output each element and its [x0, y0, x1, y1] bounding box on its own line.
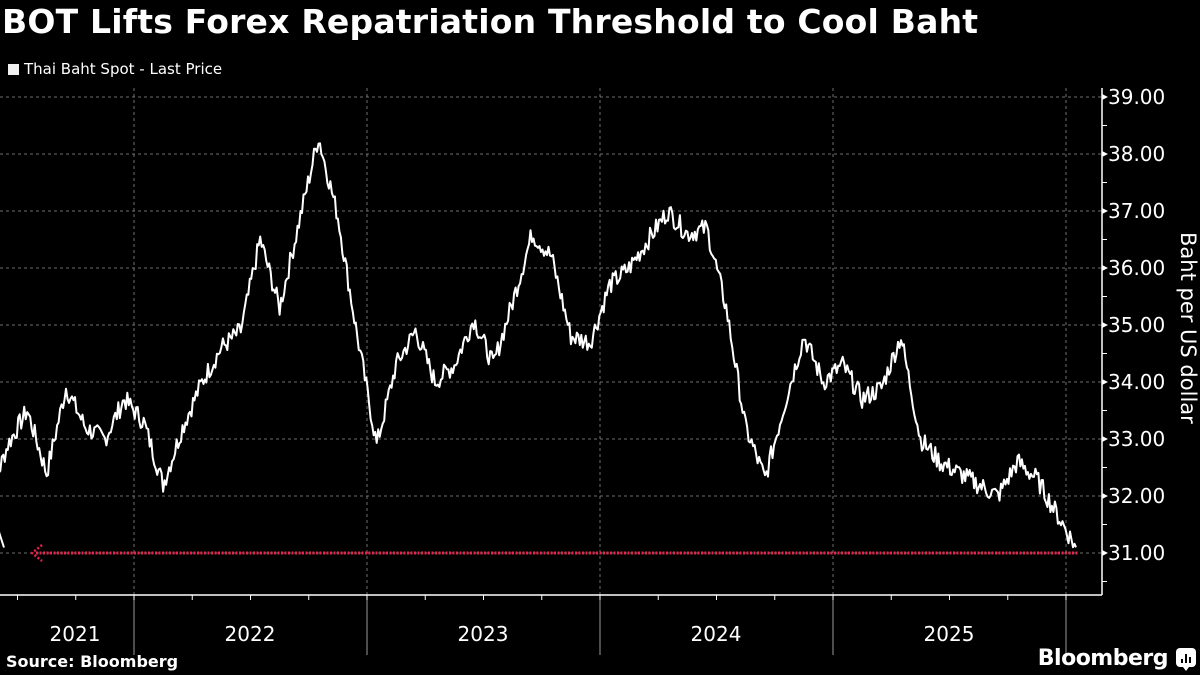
y-tick-label: 33.00 [1108, 427, 1166, 451]
x-tick-label: 2022 [224, 622, 276, 646]
y-tick-label: 31.00 [1108, 541, 1166, 565]
y-tick-label: 39.00 [1108, 85, 1166, 109]
gridlines [0, 88, 1102, 595]
x-tick-label: 2021 [49, 622, 101, 646]
x-tick-label: 2024 [690, 622, 742, 646]
legend-swatch-icon [8, 63, 19, 75]
source-note: Source: Bloomberg [6, 652, 179, 671]
bloomberg-logo: Bloomberg [1037, 646, 1169, 671]
y-tick-label: 38.00 [1108, 142, 1166, 166]
legend-label: Thai Baht Spot - Last Price [24, 60, 223, 78]
y-tick-label: 35.00 [1108, 313, 1166, 337]
legend: Thai Baht Spot - Last Price [8, 60, 222, 78]
y-axis-label: Baht per US dollar [1172, 232, 1200, 472]
x-tick-label: 2023 [457, 622, 509, 646]
axes [0, 88, 1108, 655]
y-tick-label: 34.00 [1108, 370, 1166, 394]
x-tick-label: 2025 [923, 622, 975, 646]
chart-title: BOT Lifts Forex Repatriation Threshold t… [2, 2, 979, 41]
bloomberg-chart-icon [1176, 648, 1196, 671]
y-tick-label: 32.00 [1108, 484, 1166, 508]
y-tick-label: 36.00 [1108, 256, 1166, 280]
y-axis-label-text: Baht per US dollar [1176, 232, 1200, 424]
price-series-line [0, 142, 1077, 549]
reference-arrow-icon [29, 544, 43, 562]
y-tick-label: 37.00 [1108, 199, 1166, 223]
